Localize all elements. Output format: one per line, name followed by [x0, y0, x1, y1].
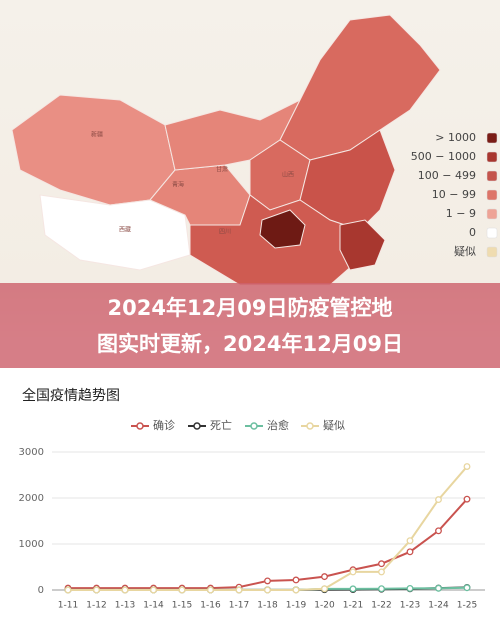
legend-swatch — [486, 189, 498, 201]
x-tick-label: 1-24 — [428, 601, 449, 611]
banner-line: 2024年12月09日防疫管控地 — [108, 296, 393, 320]
x-tick-label: 1-20 — [314, 601, 335, 611]
data-point — [349, 568, 357, 576]
x-tick-label: 1-12 — [86, 601, 106, 611]
x-tick-label: 1-17 — [229, 601, 249, 611]
data-point — [378, 560, 385, 568]
data-point — [93, 586, 100, 594]
map-label: 青海 — [172, 181, 184, 189]
data-point — [378, 585, 385, 593]
legend-label: 500 − 1000 — [411, 150, 476, 163]
map-label: 四川 — [219, 229, 231, 236]
chart: 0 1000 2000 3000 1-11 1-12 1-13 1-14 1-15 1-16 1-1… — [19, 418, 485, 611]
data-point — [321, 573, 328, 581]
y-tick-label: 3000 — [19, 447, 44, 458]
data-point — [264, 586, 271, 594]
x-tick-label: 1-11 — [58, 601, 78, 611]
banner — [0, 283, 500, 368]
data-point — [64, 586, 72, 594]
data-point — [406, 584, 414, 592]
legend-label: 1 − 9 — [446, 207, 476, 220]
data-point — [463, 463, 471, 470]
legend-label: 疑似 — [323, 419, 345, 432]
map — [11, 14, 441, 286]
map-region — [339, 219, 386, 271]
data-point — [121, 586, 129, 594]
legend-swatch — [486, 132, 498, 144]
legend-label: 0 — [469, 226, 476, 239]
x-tick-label: 1-14 — [143, 601, 164, 611]
x-tick-label: 1-22 — [371, 601, 391, 611]
data-point — [463, 495, 471, 503]
x-tick-label: 1-19 — [286, 601, 307, 611]
x-tick-label: 1-21 — [343, 601, 363, 611]
map-legend: > 1000 500 − 1000 100 − 499 10 − 99 1 − 9 0 疑似 — [411, 131, 498, 258]
data-point — [235, 586, 243, 594]
map-region — [259, 209, 306, 249]
map-label: 西藏 — [119, 226, 131, 234]
data-point — [435, 496, 442, 504]
legend-label: > 1000 — [435, 131, 476, 144]
legend-label: 治愈 — [267, 418, 289, 432]
x-tick-label: 1-13 — [115, 601, 135, 611]
y-tick-label: 0 — [38, 585, 44, 596]
y-tick-label: 2000 — [19, 493, 44, 504]
data-point — [292, 586, 300, 594]
data-point — [264, 577, 271, 585]
x-tick-label: 1-15 — [172, 601, 192, 611]
data-point — [435, 584, 442, 592]
legend-label: 死亡 — [210, 418, 232, 432]
map-label: 山西 — [282, 171, 294, 179]
legend-swatch — [486, 227, 498, 239]
data-point — [178, 586, 186, 594]
legend-swatch — [486, 208, 498, 220]
legend-marker — [306, 422, 314, 430]
legend-marker — [193, 422, 201, 430]
legend-swatch — [486, 151, 498, 163]
legend-label: 100 − 499 — [418, 169, 476, 182]
x-tick-label: 1-18 — [257, 601, 278, 611]
x-tick-label: 1-25 — [457, 601, 477, 611]
legend-label: 确诊 — [153, 418, 175, 432]
data-point — [406, 537, 414, 545]
legend-swatch — [486, 170, 498, 182]
data-point — [378, 568, 385, 576]
data-point — [463, 584, 471, 592]
banner-line: 图实时更新，2024年12月09日 — [97, 332, 403, 356]
data-point — [150, 586, 157, 594]
chart-panel — [0, 370, 500, 632]
legend-label: 疑似 — [454, 245, 476, 258]
data-point — [406, 548, 414, 556]
data-point — [207, 586, 214, 594]
data-point — [321, 585, 328, 593]
legend-label: 10 − 99 — [432, 188, 476, 201]
data-point — [349, 585, 357, 593]
chart-title: 全国疫情趋势图 — [22, 387, 120, 404]
data-point — [292, 576, 300, 584]
y-tick-label: 1000 — [19, 539, 44, 550]
data-point — [435, 527, 442, 535]
legend-marker — [250, 422, 258, 430]
map-label: 新疆 — [91, 131, 103, 139]
legend-marker — [136, 422, 144, 430]
map-label: 甘肃 — [216, 166, 228, 174]
x-tick-label: 1-16 — [200, 601, 221, 611]
legend-swatch — [486, 246, 498, 258]
x-tick-label: 1-23 — [400, 601, 420, 611]
